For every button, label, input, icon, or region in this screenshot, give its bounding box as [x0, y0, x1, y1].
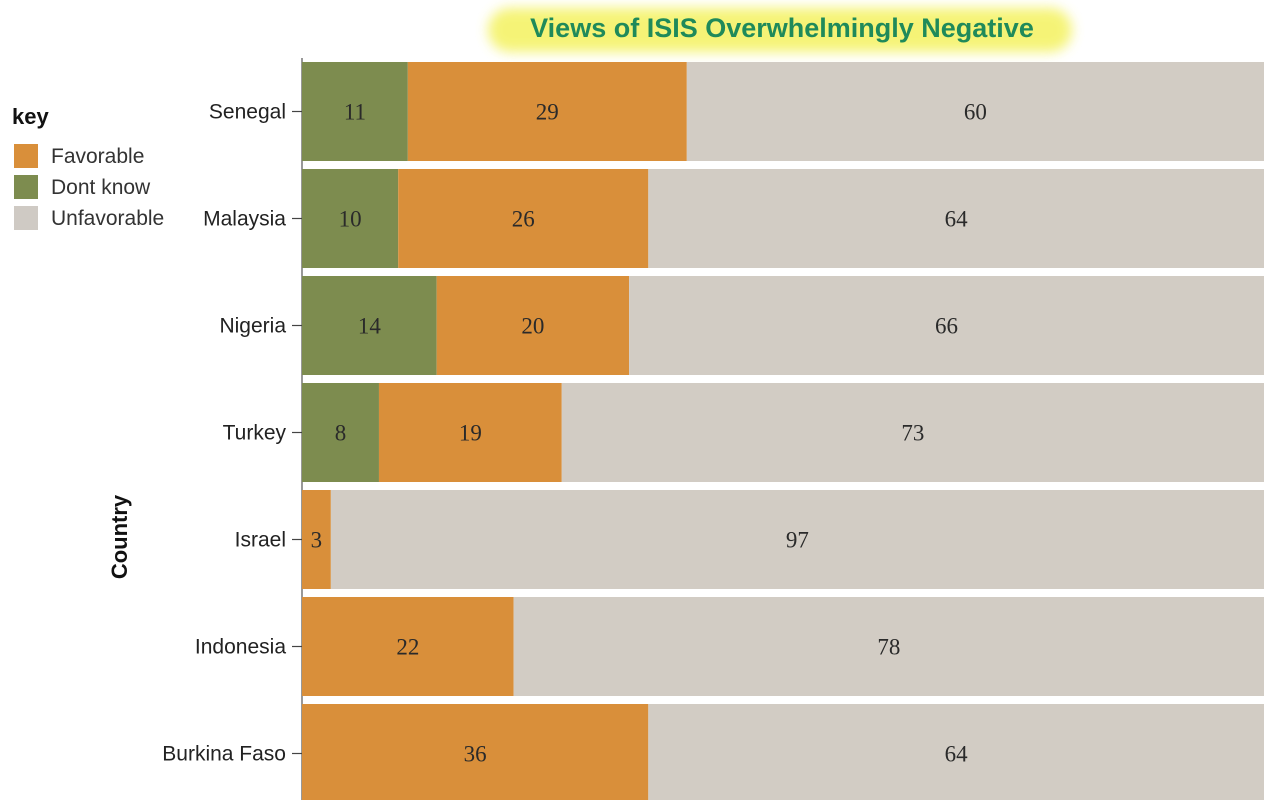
bar-malaysia-unfavorable	[648, 169, 1264, 268]
legend-swatch-favorable	[14, 144, 38, 168]
data-label-turkey-dont-know: 8	[335, 421, 347, 446]
chart-title-group: Views of ISIS Overwhelmingly Negative	[488, 8, 1072, 52]
data-label-burkina-faso-favorable: 36	[464, 742, 487, 767]
data-label-burkina-faso-unfavorable: 64	[945, 742, 969, 767]
bar-senegal-favorable	[407, 62, 687, 161]
bar-indonesia-unfavorable	[513, 597, 1264, 696]
bar-burkina-faso-favorable	[302, 704, 649, 800]
data-label-malaysia-unfavorable: 64	[945, 207, 969, 232]
y-tick-label-senegal: Senegal	[209, 101, 286, 124]
data-label-malaysia-favorable: 26	[512, 207, 535, 232]
data-label-indonesia-unfavorable: 78	[877, 635, 900, 660]
bar-malaysia-dont-know	[302, 169, 399, 268]
bar-senegal-dont-know	[302, 62, 408, 161]
data-label-israel-unfavorable: 97	[786, 528, 809, 553]
bar-indonesia-favorable	[302, 597, 514, 696]
data-label-turkey-favorable: 19	[459, 421, 482, 446]
y-axis: Senegal Malaysia Nigeria Turkey Israel Indone…	[162, 58, 303, 800]
y-tick-label-burkina-faso: Burkina Faso	[162, 743, 286, 766]
data-label-turkey-unfavorable: 73	[901, 421, 924, 446]
bar-burkina-faso-unfavorable	[648, 704, 1264, 800]
chart-title: Views of ISIS Overwhelmingly Negative	[530, 13, 1034, 43]
y-tick-label-malaysia: Malaysia	[203, 208, 286, 231]
y-tick-label-nigeria: Nigeria	[219, 315, 286, 338]
data-label-senegal-dont-know: 11	[344, 100, 366, 125]
legend-title: key	[12, 104, 49, 129]
bar-turkey-unfavorable	[561, 383, 1264, 482]
data-label-nigeria-dont-know: 14	[358, 314, 382, 339]
legend-swatch-dont-know	[14, 175, 38, 199]
data-label-israel-favorable: 3	[311, 528, 323, 553]
legend-swatch-unfavorable	[14, 206, 38, 230]
y-tick-label-israel: Israel	[235, 529, 286, 552]
y-tick-label-indonesia: Indonesia	[195, 636, 286, 659]
bar-israel-favorable	[302, 490, 331, 589]
data-label-nigeria-favorable: 20	[521, 314, 544, 339]
legend-label-unfavorable: Unfavorable	[51, 207, 164, 230]
bars-group: 11 29 60 10 26 64 14 20 66 8 19 73 3 97 22 78 36 64	[302, 62, 1264, 800]
bar-malaysia-favorable	[398, 169, 649, 268]
data-label-senegal-unfavorable: 60	[964, 100, 987, 125]
bar-israel-unfavorable	[330, 490, 1264, 589]
bar-nigeria-unfavorable	[629, 276, 1264, 375]
data-label-indonesia-favorable: 22	[396, 635, 419, 660]
bar-nigeria-dont-know	[302, 276, 437, 375]
data-label-nigeria-unfavorable: 66	[935, 314, 958, 339]
y-axis-title: Country	[107, 494, 132, 579]
legend-label-favorable: Favorable	[51, 145, 144, 168]
legend-label-dont-know: Dont know	[51, 176, 151, 199]
y-tick-label-turkey: Turkey	[223, 422, 287, 445]
data-label-malaysia-dont-know: 10	[339, 207, 362, 232]
title-glow	[488, 8, 1072, 52]
bar-senegal-unfavorable	[686, 62, 1264, 161]
bar-turkey-favorable	[378, 383, 562, 482]
bar-nigeria-favorable	[436, 276, 630, 375]
data-label-senegal-favorable: 29	[536, 100, 559, 125]
bar-turkey-dont-know	[302, 383, 379, 482]
